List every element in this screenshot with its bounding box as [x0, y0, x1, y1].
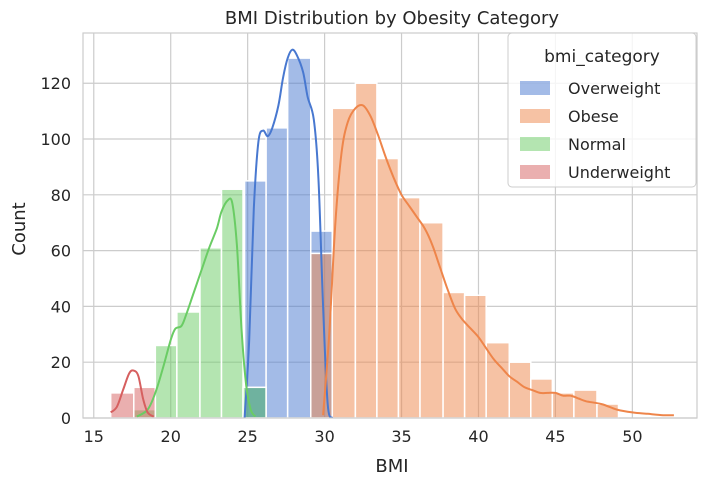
legend-swatch-normal — [520, 137, 550, 151]
x-tick-label: 45 — [545, 427, 565, 446]
bar-obese — [530, 378, 554, 419]
bar-obese — [376, 157, 400, 419]
kde-curves — [110, 48, 674, 419]
y-tick-label: 20 — [51, 353, 71, 372]
chart-title: BMI Distribution by Obesity Category — [225, 8, 559, 29]
y-tick-label: 0 — [61, 409, 71, 428]
bar-obese — [354, 82, 378, 419]
legend-label-obese: Obese — [568, 107, 619, 126]
bar-obese — [331, 107, 357, 419]
plot-border — [82, 32, 698, 419]
bar-obese — [442, 291, 466, 419]
x-tick-label: 30 — [314, 427, 334, 446]
kde-line-normal — [136, 197, 257, 418]
bar-obese — [419, 221, 444, 419]
bar-obese — [397, 196, 421, 419]
bar-obese — [508, 361, 532, 419]
y-tick-label: 40 — [51, 297, 71, 316]
legend: bmi_category Overweight Obese Normal Underw… — [507, 32, 697, 188]
kde-line-obese — [322, 103, 674, 417]
x-axis-label: BMI — [375, 456, 408, 477]
legend-label-overweight: Overweight — [568, 79, 660, 98]
kde-line-underweight — [110, 369, 155, 418]
legend-label-underweight: Underweight — [568, 163, 670, 182]
x-tick-label: 40 — [468, 427, 488, 446]
legend-swatch-underweight — [520, 165, 550, 179]
tick-labels: 15 20 25 30 35 40 45 50 0 20 40 60 80 100 120 — [40, 74, 642, 446]
bar-normal — [199, 247, 223, 419]
legend-entries: Overweight Obese Normal Underweight — [520, 79, 670, 182]
kde-line-overweight — [243, 48, 334, 419]
bar-overweight — [286, 57, 312, 419]
x-tick-label: 50 — [622, 427, 642, 446]
legend-label-normal: Normal — [568, 135, 626, 154]
x-tick-label: 20 — [161, 427, 181, 446]
bar-obese — [463, 294, 487, 419]
x-tick-label: 35 — [391, 427, 411, 446]
bar-obese — [573, 389, 598, 419]
legend-title: bmi_category — [544, 47, 660, 67]
y-axis-label: Count — [9, 202, 30, 255]
bar-underweight — [109, 392, 135, 419]
y-tick-label: 80 — [51, 186, 71, 205]
x-tick-label: 15 — [84, 427, 104, 446]
legend-swatch-overweight — [520, 81, 550, 95]
axes — [82, 32, 698, 419]
y-tick-label: 60 — [51, 242, 71, 261]
legend-box — [507, 32, 697, 188]
y-tick-label: 120 — [40, 74, 71, 93]
x-tick-label: 25 — [237, 427, 257, 446]
legend-swatch-obese — [520, 109, 550, 123]
y-tick-label: 100 — [40, 130, 71, 149]
bar-overweight — [265, 127, 289, 419]
